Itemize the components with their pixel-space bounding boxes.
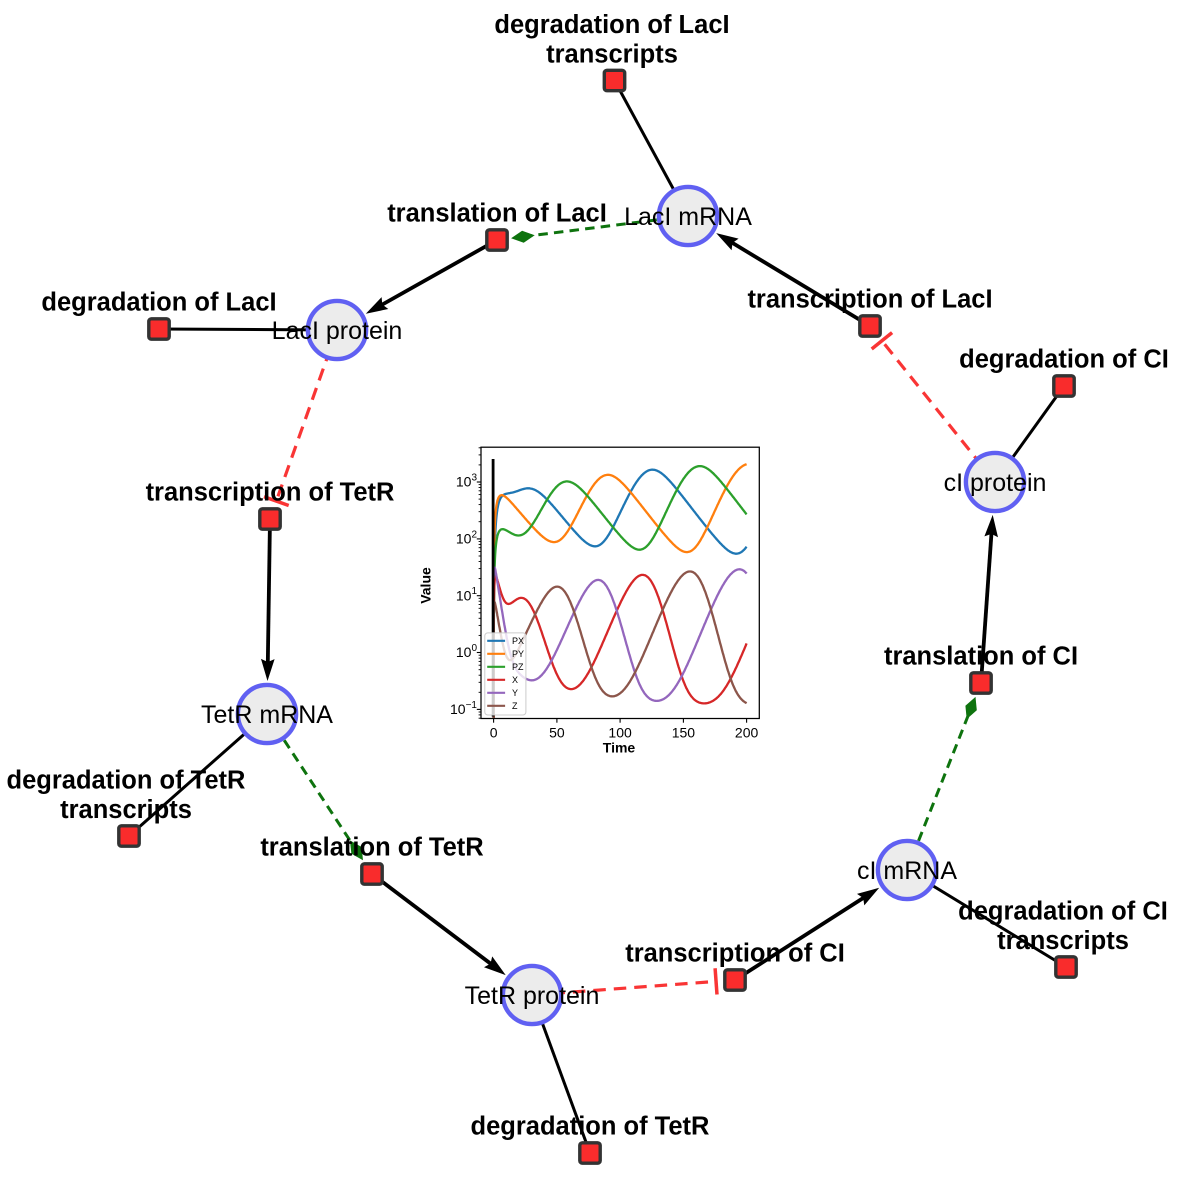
svg-text:TetR mRNA: TetR mRNA [201,701,333,729]
svg-text:transcripts: transcripts [546,41,678,69]
svg-text:PY: PY [512,649,524,659]
svg-text:Y: Y [512,688,518,698]
svg-text:transcripts: transcripts [997,927,1129,955]
svg-text:degradation of TetR: degradation of TetR [471,1113,710,1141]
svg-text:degradation of CI: degradation of CI [959,346,1169,374]
svg-text:cI protein: cI protein [944,469,1047,497]
svg-text:PX: PX [512,636,524,646]
svg-text:101: 101 [456,586,478,603]
svg-text:degradation of LacI: degradation of LacI [41,289,276,317]
svg-text:transcription of TetR: transcription of TetR [146,479,395,507]
svg-text:Value: Value [418,567,434,604]
svg-text:translation of CI: translation of CI [884,643,1078,671]
svg-text:200: 200 [735,725,759,741]
svg-text:degradation of LacI: degradation of LacI [494,11,729,39]
svg-text:Z: Z [512,701,518,711]
svg-text:TetR protein: TetR protein [465,982,600,1010]
svg-text:50: 50 [549,725,565,741]
svg-text:translation of LacI: translation of LacI [387,200,607,228]
svg-text:PZ: PZ [512,662,524,672]
svg-text:103: 103 [456,473,478,490]
svg-text:100: 100 [456,643,478,660]
svg-text:Time: Time [603,740,636,756]
svg-text:transcription of LacI: transcription of LacI [747,286,992,314]
svg-text:LacI mRNA: LacI mRNA [624,203,752,231]
svg-text:transcripts: transcripts [60,796,192,824]
svg-text:degradation of TetR: degradation of TetR [7,767,246,795]
svg-text:translation of TetR: translation of TetR [260,834,483,862]
svg-text:10−1: 10−1 [450,700,477,717]
svg-text:LacI protein: LacI protein [272,317,403,345]
svg-text:0: 0 [490,725,498,741]
svg-text:150: 150 [672,725,696,741]
svg-text:transcription of CI: transcription of CI [625,940,845,968]
svg-text:100: 100 [608,725,632,741]
svg-text:degradation of CI: degradation of CI [958,898,1168,926]
svg-text:102: 102 [456,529,478,546]
svg-text:X: X [512,675,518,685]
svg-text:cI mRNA: cI mRNA [857,857,957,885]
